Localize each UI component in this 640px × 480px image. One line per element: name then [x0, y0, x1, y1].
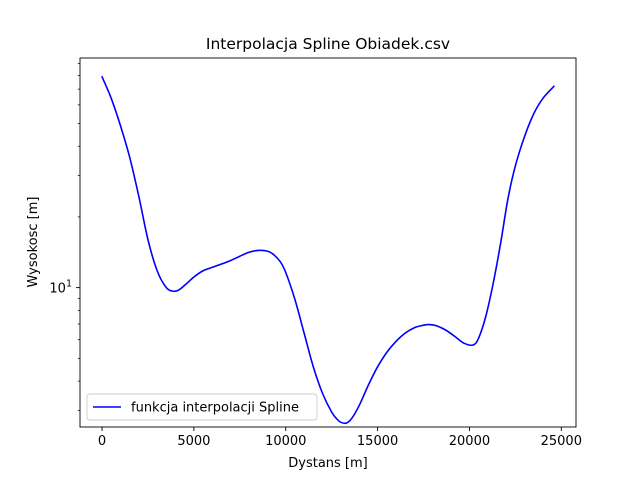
x-tick-label: 5000	[177, 434, 210, 449]
x-tick-label: 10000	[265, 434, 306, 449]
x-axis-label: Dystans [m]	[288, 456, 368, 471]
legend-box	[86, 393, 318, 421]
x-tick-label: 25000	[541, 434, 582, 449]
y-axis-label: Wysokosc [m]	[26, 197, 41, 288]
x-tick-label: 15000	[357, 434, 398, 449]
legend-label: funkcja interpolacji Spline	[131, 401, 299, 416]
x-axis-ticks: 0 5000 10000 15000 20000 25000	[98, 427, 582, 449]
x-tick-label: 20000	[449, 434, 490, 449]
x-tick-label: 0	[98, 434, 106, 449]
chart-title: Interpolacja Spline Obiadek.csv	[206, 35, 450, 53]
y-tick-label: 101	[49, 279, 72, 297]
legend: funkcja interpolacji Spline	[86, 393, 318, 421]
spline-series-line	[101, 76, 555, 425]
plot-area	[80, 58, 576, 427]
plot-frame	[79, 57, 577, 428]
y-axis-ticks: 101	[49, 63, 80, 411]
